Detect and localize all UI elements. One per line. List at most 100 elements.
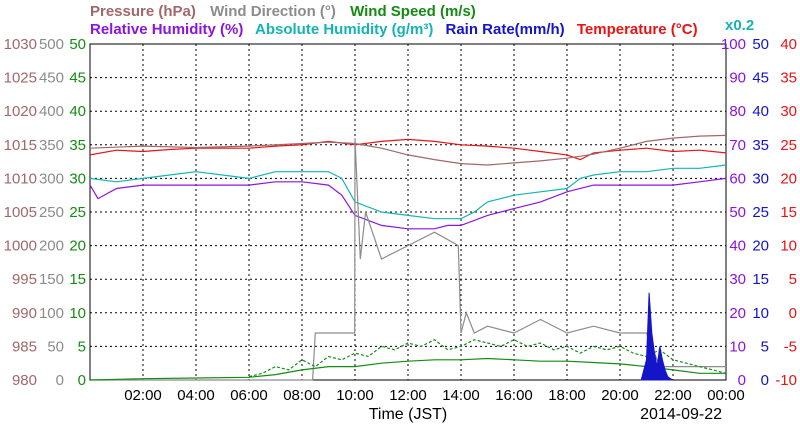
tick-left-speed: 0 bbox=[78, 372, 86, 389]
legend-x02: x0.2 bbox=[725, 17, 754, 34]
tick-right-rain: 5 bbox=[761, 338, 769, 355]
tick-right-temp: 15 bbox=[780, 204, 797, 221]
tick-left-direction: 350 bbox=[39, 137, 64, 154]
header-row2: Relative Humidity (%) Absolute Humidity … bbox=[90, 21, 698, 38]
tick-left-direction: 200 bbox=[39, 238, 64, 255]
tick-left-direction: 100 bbox=[39, 305, 64, 322]
tick-left-pressure: 1030 bbox=[4, 36, 37, 53]
tick-right-rain: 45 bbox=[752, 70, 769, 87]
tick-left-pressure: 1015 bbox=[4, 137, 37, 154]
tick-left-speed: 10 bbox=[69, 305, 86, 322]
tick-right-humidity: 60 bbox=[729, 170, 746, 187]
tick-left-speed: 20 bbox=[69, 238, 86, 255]
series-absolute-humidity-g-m-x0-2 bbox=[89, 164, 727, 220]
tick-right-rain: 20 bbox=[752, 238, 769, 255]
tick-left-speed: 15 bbox=[69, 271, 86, 288]
tick-left-pressure: 1025 bbox=[4, 70, 37, 87]
series-temperature-c bbox=[89, 138, 727, 161]
tick-left-pressure: 1010 bbox=[4, 170, 37, 187]
tick-right-rain: 25 bbox=[752, 204, 769, 221]
date-label: 2014-09-22 bbox=[640, 406, 722, 423]
tick-left-direction: 300 bbox=[39, 170, 64, 187]
legend-absolute-humidity: Absolute Humidity (g/m³) bbox=[255, 21, 433, 38]
tick-right-temp: 35 bbox=[780, 70, 797, 87]
tick-left-speed: 50 bbox=[69, 36, 86, 53]
x-tick-label: 18:00 bbox=[548, 387, 586, 404]
x-tick-label: 14:00 bbox=[442, 387, 480, 404]
tick-right-humidity: 50 bbox=[729, 204, 746, 221]
tick-left-direction: 400 bbox=[39, 103, 64, 120]
tick-right-rain: 10 bbox=[752, 305, 769, 322]
tick-left-speed: 35 bbox=[69, 137, 86, 154]
legend-wind-direction: Wind Direction (°) bbox=[210, 3, 336, 20]
tick-right-temp: 30 bbox=[780, 103, 797, 120]
x-tick-label: 08:00 bbox=[283, 387, 321, 404]
tick-left-direction: 50 bbox=[47, 338, 64, 355]
tick-right-humidity: 30 bbox=[729, 271, 746, 288]
tick-right-temp: -5 bbox=[784, 338, 797, 355]
tick-left-speed: 45 bbox=[69, 70, 86, 87]
legend-relative-humidity: Relative Humidity (%) bbox=[90, 21, 243, 38]
tick-right-humidity: 90 bbox=[729, 70, 746, 87]
tick-right-temp: 5 bbox=[789, 271, 797, 288]
x-tick-label: 06:00 bbox=[230, 387, 268, 404]
tick-right-temp: 40 bbox=[780, 36, 797, 53]
tick-right-humidity: 80 bbox=[729, 103, 746, 120]
tick-left-direction: 500 bbox=[39, 36, 64, 53]
series-layer bbox=[89, 134, 727, 381]
tick-left-pressure: 1000 bbox=[4, 238, 37, 255]
tick-right-humidity: 40 bbox=[729, 238, 746, 255]
tick-right-temp: 20 bbox=[780, 170, 797, 187]
tick-right-rain: 35 bbox=[752, 137, 769, 154]
legend-wind-speed: Wind Speed (m/s) bbox=[350, 3, 476, 20]
tick-left-direction: 150 bbox=[39, 271, 64, 288]
tick-right-temp: 25 bbox=[780, 137, 797, 154]
tick-left-speed: 30 bbox=[69, 170, 86, 187]
tick-right-humidity: 20 bbox=[729, 305, 746, 322]
tick-right-rain: 50 bbox=[752, 36, 769, 53]
tick-left-direction: 0 bbox=[56, 372, 64, 389]
x-tick-label: 00:00 bbox=[707, 387, 745, 404]
tick-right-temp: -10 bbox=[775, 372, 797, 389]
x-axis-title: Time (JST) bbox=[369, 406, 448, 423]
legend-pressure: Pressure (hPa) bbox=[90, 3, 196, 20]
series-rain-rate-mm-h bbox=[640, 292, 674, 381]
tick-left-speed: 5 bbox=[78, 338, 86, 355]
x-tick-label: 04:00 bbox=[177, 387, 215, 404]
tick-left-pressure: 1020 bbox=[4, 103, 37, 120]
tick-right-temp: 0 bbox=[789, 305, 797, 322]
header-row1: Pressure (hPa) Wind Direction (°) Wind S… bbox=[90, 3, 476, 20]
tick-left-speed: 40 bbox=[69, 103, 86, 120]
tick-left-speed: 25 bbox=[69, 204, 86, 221]
tick-left-pressure: 990 bbox=[12, 305, 37, 322]
x-tick-label: 02:00 bbox=[124, 387, 162, 404]
x-tick-label: 16:00 bbox=[495, 387, 533, 404]
x-tick-label: 20:00 bbox=[601, 387, 639, 404]
tick-right-temp: 10 bbox=[780, 238, 797, 255]
legend-rain-rate: Rain Rate(mm/h) bbox=[446, 21, 565, 38]
tick-right-humidity: 100 bbox=[721, 36, 746, 53]
series-wind-direction bbox=[90, 138, 726, 381]
legend-temperature: Temperature (°C) bbox=[577, 21, 698, 38]
tick-right-rain: 30 bbox=[752, 170, 769, 187]
tick-right-rain: 0 bbox=[761, 372, 769, 389]
series-wind-speed-m-s bbox=[89, 357, 726, 381]
series-pressure-hpa bbox=[89, 134, 727, 166]
plot-frame bbox=[89, 43, 727, 381]
x-tick-label: 22:00 bbox=[654, 387, 692, 404]
tick-right-humidity: 70 bbox=[729, 137, 746, 154]
x-tick-label: 12:00 bbox=[389, 387, 427, 404]
axis-labels: 9809859909951000100510101015102010251030… bbox=[4, 36, 797, 404]
series-relative-humidity bbox=[89, 177, 727, 230]
tick-right-rain: 15 bbox=[752, 271, 769, 288]
tick-left-direction: 450 bbox=[39, 70, 64, 87]
x-tick-label: 10:00 bbox=[336, 387, 374, 404]
tick-left-pressure: 995 bbox=[12, 271, 37, 288]
tick-right-humidity: 0 bbox=[738, 372, 746, 389]
tick-left-pressure: 1005 bbox=[4, 204, 37, 221]
tick-right-rain: 40 bbox=[752, 103, 769, 120]
grid bbox=[90, 44, 726, 380]
tick-left-pressure: 985 bbox=[12, 338, 37, 355]
